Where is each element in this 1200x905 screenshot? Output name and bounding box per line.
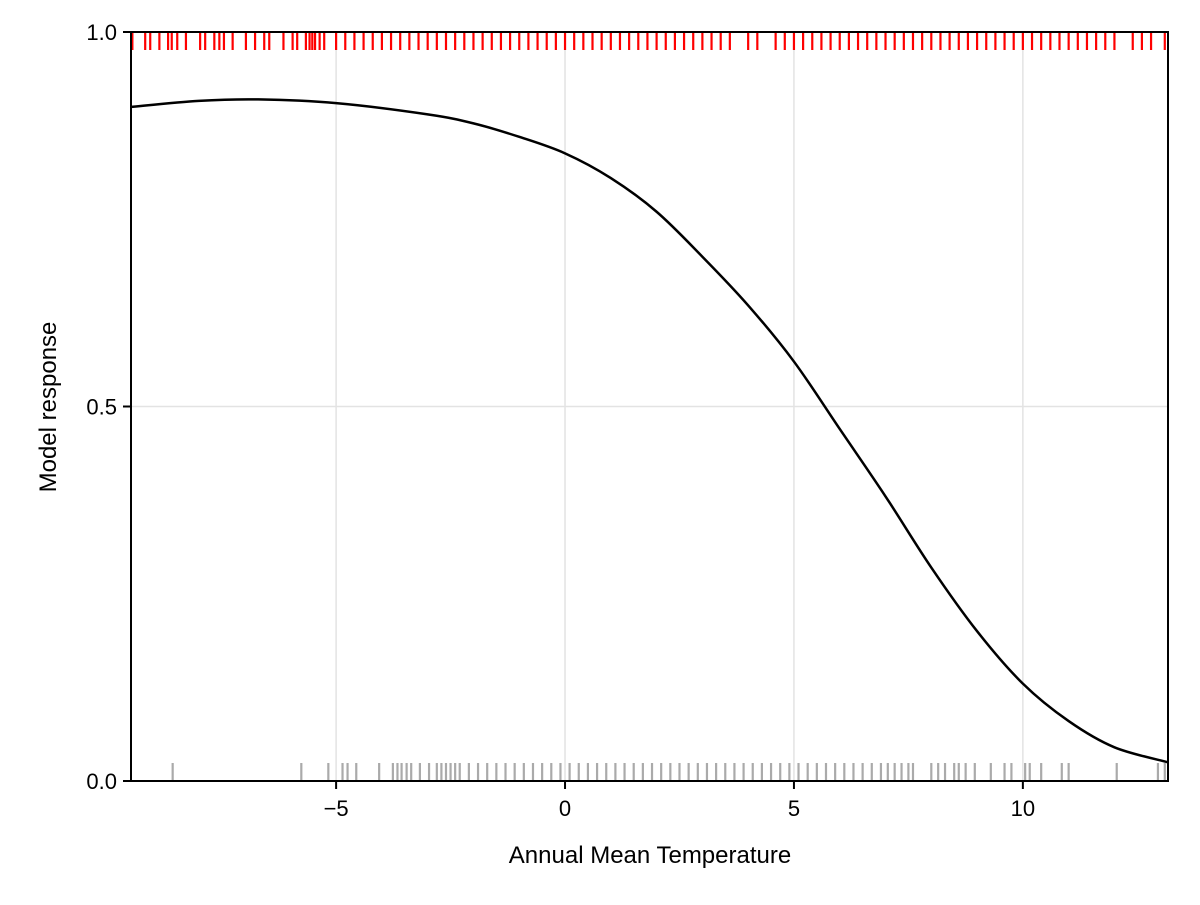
rug-marks [131,32,1166,781]
x-axis-label: Annual Mean Temperature [509,842,791,869]
x-tick-label: −5 [324,796,349,821]
y-tick-label: 1.0 [86,20,117,45]
gridlines [131,32,1168,781]
x-tick-label: 10 [1011,796,1035,821]
x-tick-label: 0 [559,796,571,821]
axis-ticks: −5 0 5 10 0.0 0.5 1.0 [86,20,1035,821]
series-line [130,98,1169,764]
x-tick-label: 5 [788,796,800,821]
y-tick-label: 0.0 [86,769,117,794]
y-tick-label: 0.5 [86,395,117,420]
y-axis-label: Model response [35,322,62,493]
